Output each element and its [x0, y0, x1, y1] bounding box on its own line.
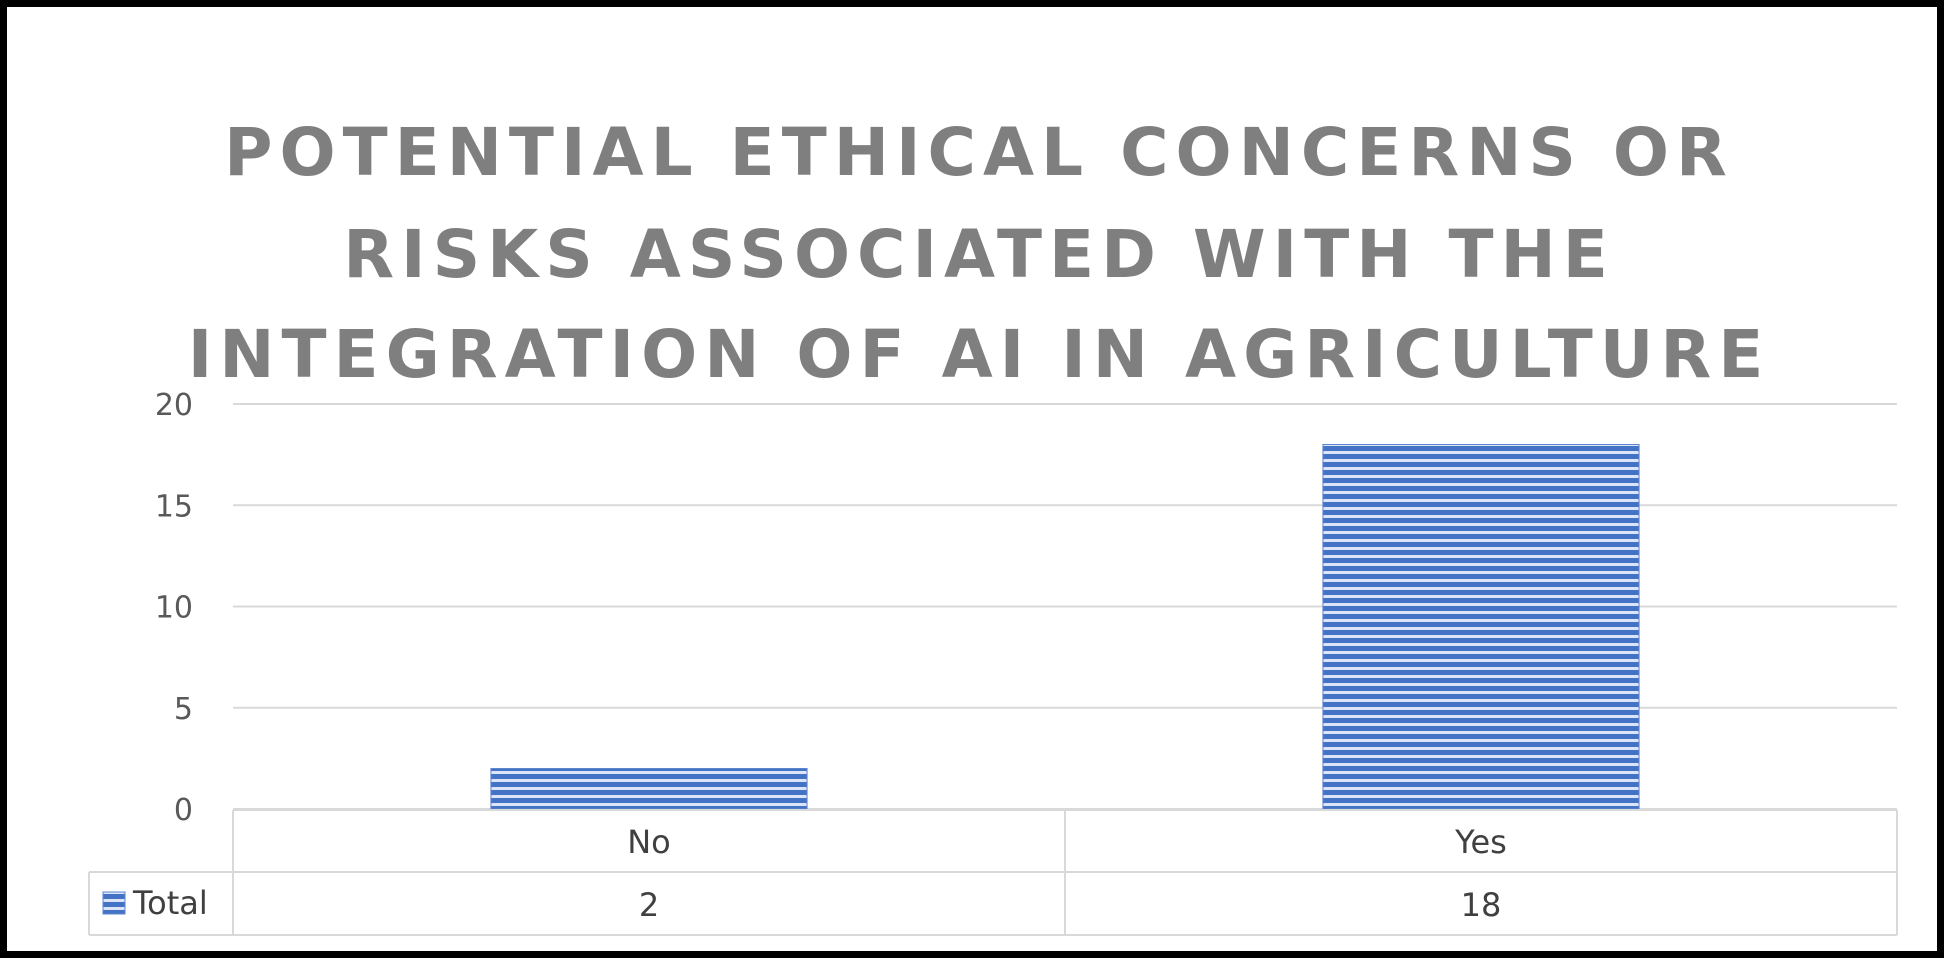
data-table-value: 18	[1461, 886, 1502, 924]
y-tick-label: 10	[155, 591, 193, 626]
y-tick-label: 20	[155, 388, 193, 423]
bar-no	[490, 768, 808, 810]
y-tick-label: 5	[174, 692, 193, 727]
bars	[490, 444, 1640, 810]
bar-chart: POTENTIAL ETHICAL CONCERNS OR RISKS ASSO…	[88, 114, 1898, 936]
x-category-label: No	[627, 823, 671, 861]
y-tick-label: 0	[174, 793, 193, 828]
gridlines	[233, 403, 1897, 810]
chart-title-line-1: POTENTIAL ETHICAL CONCERNS OR	[224, 114, 1734, 191]
x-category-label: Yes	[1454, 823, 1507, 861]
y-tick-label: 15	[155, 489, 193, 524]
legend-key	[102, 891, 126, 915]
chart-title: POTENTIAL ETHICAL CONCERNS OR RISKS ASSO…	[188, 114, 1771, 393]
chart-title-line-2: RISKS ASSOCIATED WITH THE	[343, 216, 1615, 293]
chart-title-line-3: INTEGRATION OF AI IN AGRICULTURE	[188, 316, 1771, 393]
legend-series-name: Total	[132, 884, 208, 922]
y-axis-ticks: 0 5 10 15 20	[155, 388, 193, 828]
data-table-value: 2	[639, 886, 659, 924]
data-table: No 2 Yes 18 Total	[88, 809, 1898, 936]
bar-yes	[1322, 444, 1640, 810]
